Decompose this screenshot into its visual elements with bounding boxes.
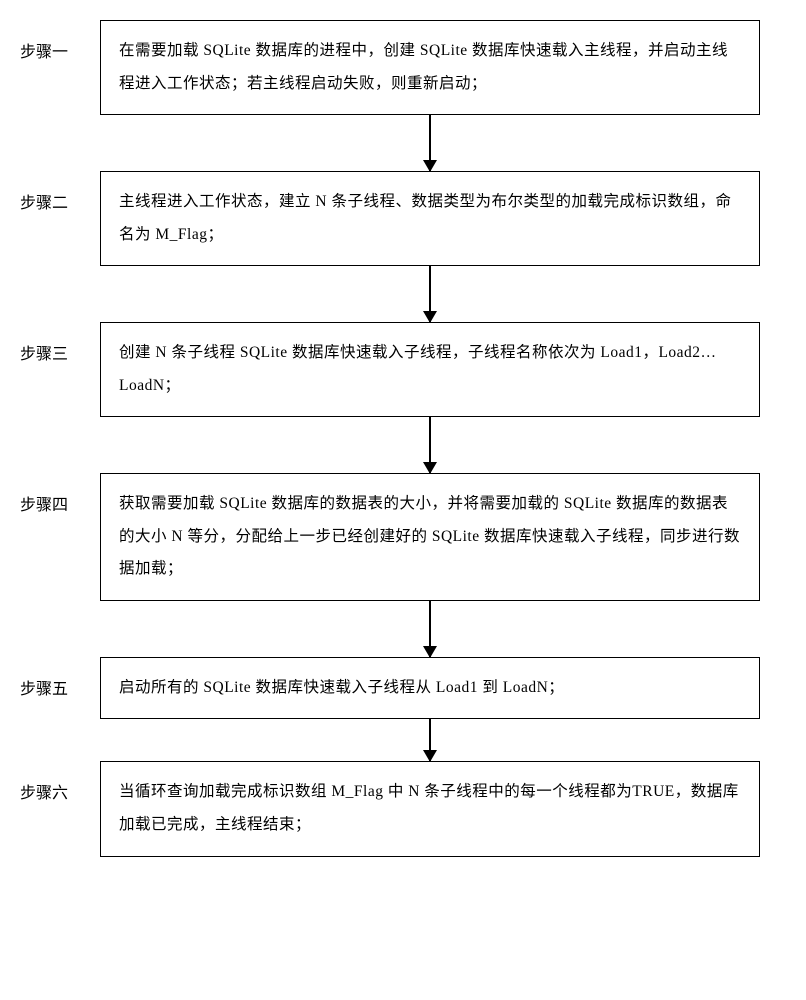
arrow-down-icon bbox=[429, 719, 431, 761]
step-box-1: 在需要加载 SQLite 数据库的进程中，创建 SQLite 数据库快速载入主线… bbox=[100, 20, 760, 115]
arrow-wrap-3 bbox=[10, 417, 796, 473]
arrow-down-icon bbox=[429, 266, 431, 322]
arrow-wrap-2 bbox=[10, 266, 796, 322]
step-box-3: 创建 N 条子线程 SQLite 数据库快速载入子线程，子线程名称依次为 Loa… bbox=[100, 322, 760, 417]
step-row-3: 步骤三 创建 N 条子线程 SQLite 数据库快速载入子线程，子线程名称依次为… bbox=[10, 322, 796, 417]
step-label-6: 步骤六 bbox=[10, 761, 100, 803]
arrow-down-icon bbox=[429, 417, 431, 473]
step-label-1: 步骤一 bbox=[10, 20, 100, 62]
step-box-6: 当循环查询加载完成标识数组 M_Flag 中 N 条子线程中的每一个线程都为TR… bbox=[100, 761, 760, 856]
step-row-2: 步骤二 主线程进入工作状态，建立 N 条子线程、数据类型为布尔类型的加载完成标识… bbox=[10, 171, 796, 266]
arrow-wrap-5 bbox=[10, 719, 796, 761]
step-box-2: 主线程进入工作状态，建立 N 条子线程、数据类型为布尔类型的加载完成标识数组，命… bbox=[100, 171, 760, 266]
step-row-5: 步骤五 启动所有的 SQLite 数据库快速载入子线程从 Load1 到 Loa… bbox=[10, 657, 796, 720]
flowchart-container: 步骤一 在需要加载 SQLite 数据库的进程中，创建 SQLite 数据库快速… bbox=[10, 20, 796, 857]
arrow-down-icon bbox=[429, 601, 431, 657]
arrow-wrap-1 bbox=[10, 115, 796, 171]
step-label-3: 步骤三 bbox=[10, 322, 100, 364]
step-row-4: 步骤四 获取需要加载 SQLite 数据库的数据表的大小，并将需要加载的 SQL… bbox=[10, 473, 796, 601]
step-row-1: 步骤一 在需要加载 SQLite 数据库的进程中，创建 SQLite 数据库快速… bbox=[10, 20, 796, 115]
step-label-5: 步骤五 bbox=[10, 657, 100, 699]
step-label-4: 步骤四 bbox=[10, 473, 100, 515]
arrow-down-icon bbox=[429, 115, 431, 171]
step-label-2: 步骤二 bbox=[10, 171, 100, 213]
step-row-6: 步骤六 当循环查询加载完成标识数组 M_Flag 中 N 条子线程中的每一个线程… bbox=[10, 761, 796, 856]
step-box-4: 获取需要加载 SQLite 数据库的数据表的大小，并将需要加载的 SQLite … bbox=[100, 473, 760, 601]
arrow-wrap-4 bbox=[10, 601, 796, 657]
step-box-5: 启动所有的 SQLite 数据库快速载入子线程从 Load1 到 LoadN； bbox=[100, 657, 760, 720]
